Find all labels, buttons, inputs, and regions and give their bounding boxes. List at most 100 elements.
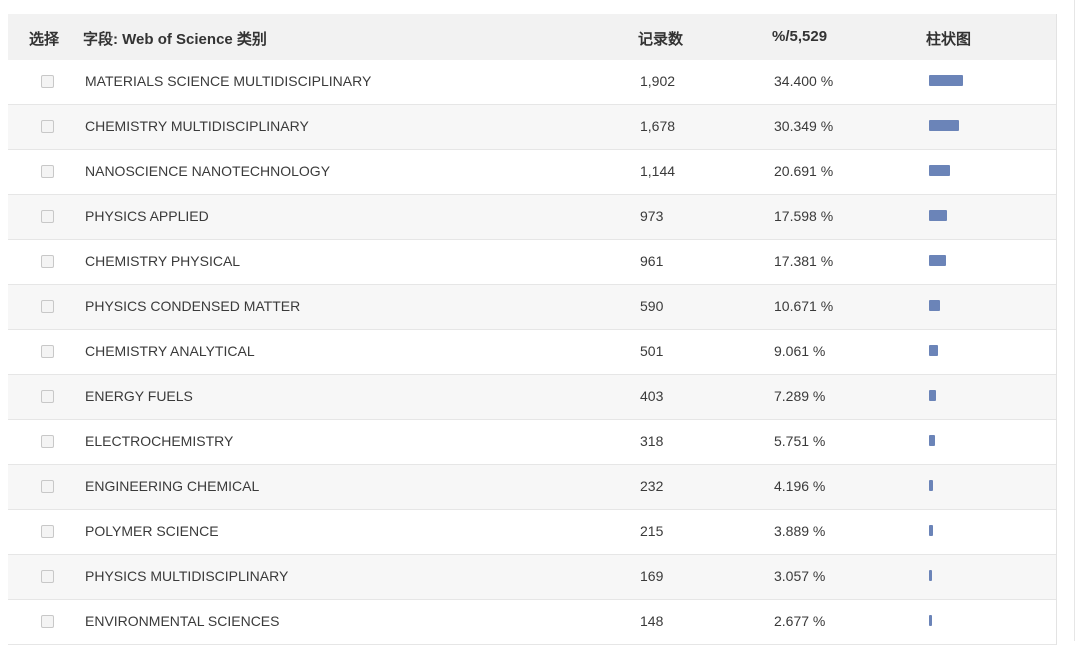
header-percent: %/5,529 bbox=[772, 28, 828, 45]
bar-cell bbox=[929, 210, 989, 221]
bar-cell bbox=[929, 480, 989, 491]
bar-cell bbox=[929, 435, 989, 446]
category-label[interactable]: PHYSICS MULTIDISCIPLINARY bbox=[85, 568, 289, 584]
table-row: PHYSICS APPLIED 973 17.598 % bbox=[8, 195, 1056, 240]
percent-value: 9.061 % bbox=[774, 343, 826, 359]
share-bar bbox=[929, 165, 950, 176]
record-count: 590 bbox=[640, 298, 664, 314]
table-header: 选择 字段: Web of Science 类别 记录数 %/5,529 柱状图 bbox=[8, 14, 1056, 60]
row-select-checkbox[interactable] bbox=[41, 345, 54, 358]
bar-cell bbox=[929, 570, 989, 581]
percent-value: 10.671 % bbox=[774, 298, 834, 314]
row-select-checkbox[interactable] bbox=[41, 390, 54, 403]
category-label[interactable]: ELECTROCHEMISTRY bbox=[85, 433, 234, 449]
category-label[interactable]: PHYSICS APPLIED bbox=[85, 208, 209, 224]
scrollbar-track bbox=[1074, 0, 1075, 641]
row-select-checkbox[interactable] bbox=[41, 300, 54, 313]
percent-value: 17.381 % bbox=[774, 253, 834, 269]
category-label[interactable]: POLYMER SCIENCE bbox=[85, 523, 219, 539]
category-label[interactable]: CHEMISTRY ANALYTICAL bbox=[85, 343, 255, 359]
bar-cell bbox=[929, 120, 989, 131]
row-select-checkbox[interactable] bbox=[41, 165, 54, 178]
share-bar bbox=[929, 120, 959, 131]
row-select-checkbox[interactable] bbox=[41, 570, 54, 583]
category-label[interactable]: CHEMISTRY PHYSICAL bbox=[85, 253, 241, 269]
share-bar bbox=[929, 480, 933, 491]
record-count: 148 bbox=[640, 613, 664, 629]
table-row: CHEMISTRY MULTIDISCIPLINARY 1,678 30.349 % bbox=[8, 105, 1056, 150]
header-record-count: 记录数 bbox=[638, 31, 684, 48]
share-bar bbox=[929, 390, 936, 401]
table-row: ELECTROCHEMISTRY 318 5.751 % bbox=[8, 420, 1056, 465]
bar-cell bbox=[929, 615, 989, 626]
table-row: ENVIRONMENTAL SCIENCES 148 2.677 % bbox=[8, 600, 1056, 645]
bar-cell bbox=[929, 390, 989, 401]
category-label[interactable]: ENGINEERING CHEMICAL bbox=[85, 478, 260, 494]
row-select-checkbox[interactable] bbox=[41, 480, 54, 493]
row-select-checkbox[interactable] bbox=[41, 525, 54, 538]
record-count: 169 bbox=[640, 568, 664, 584]
row-select-checkbox[interactable] bbox=[41, 75, 54, 88]
table-row: PHYSICS MULTIDISCIPLINARY 169 3.057 % bbox=[8, 555, 1056, 600]
record-count: 973 bbox=[640, 208, 664, 224]
record-count: 318 bbox=[640, 433, 664, 449]
share-bar bbox=[929, 75, 963, 86]
share-bar bbox=[929, 615, 932, 626]
row-select-checkbox[interactable] bbox=[41, 210, 54, 223]
record-count: 215 bbox=[640, 523, 664, 539]
percent-value: 30.349 % bbox=[774, 118, 834, 134]
category-label[interactable]: ENVIRONMENTAL SCIENCES bbox=[85, 613, 280, 629]
category-label[interactable]: MATERIALS SCIENCE MULTIDISCIPLINARY bbox=[85, 73, 372, 89]
record-count: 232 bbox=[640, 478, 664, 494]
record-count: 403 bbox=[640, 388, 664, 404]
percent-value: 34.400 % bbox=[774, 73, 834, 89]
bar-cell bbox=[929, 300, 989, 311]
bar-cell bbox=[929, 75, 989, 86]
table-row: CHEMISTRY ANALYTICAL 501 9.061 % bbox=[8, 330, 1056, 375]
percent-value: 2.677 % bbox=[774, 613, 826, 629]
percent-value: 4.196 % bbox=[774, 478, 826, 494]
percent-value: 17.598 % bbox=[774, 208, 834, 224]
record-count: 961 bbox=[640, 253, 664, 269]
share-bar bbox=[929, 345, 938, 356]
share-bar bbox=[929, 570, 932, 581]
table-row: CHEMISTRY PHYSICAL 961 17.381 % bbox=[8, 240, 1056, 285]
share-bar bbox=[929, 435, 935, 446]
table-row: ENGINEERING CHEMICAL 232 4.196 % bbox=[8, 465, 1056, 510]
record-count: 1,144 bbox=[640, 163, 676, 179]
bar-cell bbox=[929, 255, 989, 266]
category-label[interactable]: NANOSCIENCE NANOTECHNOLOGY bbox=[85, 163, 331, 179]
percent-value: 7.289 % bbox=[774, 388, 826, 404]
row-select-checkbox[interactable] bbox=[41, 615, 54, 628]
row-select-checkbox[interactable] bbox=[41, 120, 54, 133]
table-row: MATERIALS SCIENCE MULTIDISCIPLINARY 1,902… bbox=[8, 60, 1056, 105]
record-count: 501 bbox=[640, 343, 664, 359]
bar-cell bbox=[929, 525, 989, 536]
category-label[interactable]: ENERGY FUELS bbox=[85, 388, 193, 404]
share-bar bbox=[929, 210, 947, 221]
category-label[interactable]: CHEMISTRY MULTIDISCIPLINARY bbox=[85, 118, 309, 134]
header-bar-chart: 柱状图 bbox=[926, 31, 972, 48]
header-select: 选择 bbox=[29, 31, 60, 48]
bar-cell bbox=[929, 165, 989, 176]
table-row: POLYMER SCIENCE 215 3.889 % bbox=[8, 510, 1056, 555]
record-count: 1,678 bbox=[640, 118, 676, 134]
percent-value: 3.057 % bbox=[774, 568, 826, 584]
category-results-table: 选择 字段: Web of Science 类别 记录数 %/5,529 柱状图… bbox=[8, 14, 1057, 645]
percent-value: 3.889 % bbox=[774, 523, 826, 539]
header-field: 字段: Web of Science 类别 bbox=[83, 31, 267, 48]
share-bar bbox=[929, 525, 933, 536]
percent-value: 5.751 % bbox=[774, 433, 826, 449]
table-row: ENERGY FUELS 403 7.289 % bbox=[8, 375, 1056, 420]
percent-value: 20.691 % bbox=[774, 163, 834, 179]
table-body: MATERIALS SCIENCE MULTIDISCIPLINARY 1,902… bbox=[8, 60, 1056, 645]
record-count: 1,902 bbox=[640, 73, 676, 89]
category-label[interactable]: PHYSICS CONDENSED MATTER bbox=[85, 298, 301, 314]
row-select-checkbox[interactable] bbox=[41, 435, 54, 448]
table-row: PHYSICS CONDENSED MATTER 590 10.671 % bbox=[8, 285, 1056, 330]
share-bar bbox=[929, 255, 946, 266]
table-row: NANOSCIENCE NANOTECHNOLOGY 1,144 20.691 % bbox=[8, 150, 1056, 195]
row-select-checkbox[interactable] bbox=[41, 255, 54, 268]
bar-cell bbox=[929, 345, 989, 356]
share-bar bbox=[929, 300, 940, 311]
